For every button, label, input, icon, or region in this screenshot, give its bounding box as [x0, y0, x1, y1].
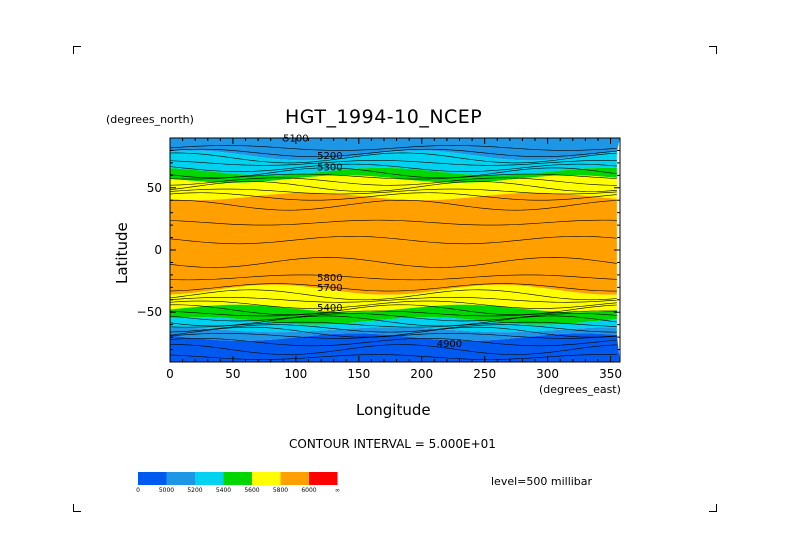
contour-line	[169, 289, 617, 301]
corner-mark-top-left	[73, 46, 81, 54]
contour-line	[169, 296, 617, 303]
x-tick-label: 0	[166, 367, 174, 381]
contour-line	[169, 199, 617, 211]
color-band-8	[170, 327, 617, 341]
colorbar-swatch	[195, 472, 224, 485]
colorbar-label: 5200	[187, 487, 202, 494]
contour-line	[169, 188, 617, 195]
x-axis-units: (degrees_east)	[539, 383, 621, 396]
contour-line	[169, 148, 617, 157]
x-tick-label: 50	[225, 367, 240, 381]
contour-label: 5700	[317, 283, 342, 294]
contour-line	[169, 283, 617, 292]
color-band-0	[170, 138, 620, 161]
level-note: level=500 millibar	[491, 475, 593, 488]
colorbar-label: 5600	[244, 487, 259, 494]
colorbar-swatch	[166, 472, 195, 485]
contour-interval-note: CONTOUR INTERVAL = 5.000E+01	[289, 437, 496, 451]
corner-mark-top-right	[709, 46, 717, 54]
corner-mark-bottom-left	[73, 504, 81, 512]
colorbar-label: 5400	[216, 487, 231, 494]
contour-line	[169, 354, 617, 360]
contour-line	[169, 236, 617, 245]
contour-line	[169, 300, 617, 309]
contour-line	[169, 160, 617, 166]
contour-line	[169, 274, 617, 281]
x-tick-label: 200	[410, 367, 433, 381]
contour-line	[169, 310, 617, 317]
colorbar-swatch	[309, 472, 338, 485]
contour-line	[169, 219, 617, 226]
color-band-9	[170, 333, 620, 362]
x-axis-label: Longitude	[356, 401, 431, 419]
axis-ticks	[169, 138, 620, 362]
y-tick-label: 0	[154, 243, 162, 257]
colorbar-label: 6000	[301, 487, 316, 494]
x-tick-label: 100	[284, 367, 307, 381]
contour-line	[169, 304, 617, 316]
contour-line	[169, 145, 617, 151]
contour-line	[169, 163, 617, 172]
x-tick-label: 150	[347, 367, 370, 381]
contour-line	[169, 313, 617, 322]
contour-label: 5400	[317, 303, 342, 314]
y-tick-label: 50	[147, 181, 162, 195]
contour-line	[169, 177, 617, 186]
colorbar-label: 5000	[159, 487, 174, 494]
colorbar-label: ∞	[335, 487, 340, 494]
chart-title: HGT_1994-10_NCEP	[285, 106, 483, 128]
color-band-4	[170, 192, 617, 295]
contour-lines	[169, 145, 617, 360]
contour-line	[169, 326, 617, 338]
contour-line	[169, 257, 617, 268]
contour-label: 5200	[317, 151, 342, 162]
colorbar-label: 5800	[273, 487, 288, 494]
x-tick-label: 350	[599, 367, 622, 381]
contour-line	[169, 344, 617, 355]
contour-line	[169, 324, 617, 333]
contour-label: 4900	[437, 339, 462, 350]
colorbar-swatch	[223, 472, 252, 485]
contour-line	[169, 181, 617, 192]
colorbar-swatch	[280, 472, 309, 485]
contour-label: 5300	[317, 162, 342, 173]
contour-line	[169, 192, 617, 201]
color-band-2	[170, 167, 617, 183]
colorbar-swatch	[252, 472, 281, 485]
corner-mark-bottom-right	[709, 504, 717, 512]
x-tick-label: 300	[536, 367, 559, 381]
contour-line	[169, 315, 617, 327]
contour-line	[169, 167, 617, 179]
y-axis-units: (degrees_north)	[106, 113, 194, 126]
contour-line	[169, 338, 617, 347]
colorbar-swatch	[138, 472, 167, 485]
contour-label: 5800	[317, 273, 342, 284]
contour-line	[169, 321, 617, 328]
colorbar-legend: 0 5000 5200 5400 5600 5800 6000 ∞	[136, 472, 340, 494]
colorbar-label: 0	[136, 487, 140, 494]
x-tick-label: 250	[473, 367, 496, 381]
contour-line	[169, 173, 617, 180]
contour-line	[169, 152, 617, 164]
color-band-3	[170, 175, 617, 201]
y-tick-label: −50	[137, 305, 162, 319]
contour-line	[169, 333, 617, 339]
